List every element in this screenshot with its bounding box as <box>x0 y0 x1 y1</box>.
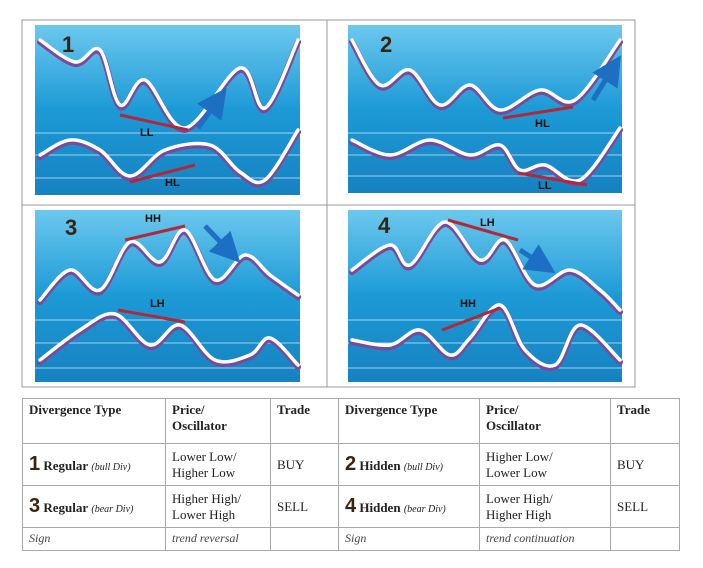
cell-text: Lower High/ <box>486 490 553 506</box>
panel-number: 3 <box>65 215 77 240</box>
type-cell: 3 Regular (bear Div) <box>22 485 166 528</box>
cell <box>270 527 339 551</box>
cell-text: Higher High <box>486 506 552 522</box>
type-note: (bear Div) <box>403 504 446 515</box>
type-name: Regular <box>43 500 89 515</box>
trade-cell: SELL <box>610 485 680 528</box>
panel-number: 2 <box>380 32 392 57</box>
wave-curve <box>350 126 622 183</box>
panel-number: 1 <box>62 32 74 57</box>
cell-text: Higher Low <box>172 464 236 480</box>
cell: Higher High/Lower High <box>165 485 271 528</box>
cell-text: Higher Low/ <box>486 448 553 464</box>
type-number: 4 <box>345 495 357 517</box>
oscillator-label: LL <box>538 180 552 192</box>
panel <box>348 210 622 382</box>
cell <box>610 527 680 551</box>
row: 1 Regular (bull Div) Lower Low/Higher Lo… <box>22 443 680 486</box>
wave-curve <box>38 128 300 185</box>
wave-curve <box>350 38 622 112</box>
row: 3 Regular (bear Div) Higher High/Lower H… <box>22 485 680 528</box>
wave-curve <box>38 311 300 367</box>
cell: Lower High/Higher High <box>479 485 611 528</box>
sign-row: Sign trend reversal Sign trend continuat… <box>22 527 680 551</box>
type-name: Hidden <box>359 458 401 473</box>
type-number: 1 <box>29 453 41 475</box>
type-cell: 1 Regular (bull Div) <box>22 443 166 486</box>
cell-text: Higher High/ <box>172 490 241 506</box>
header-text: Price/ <box>486 402 519 417</box>
cell-text: Lower Low <box>486 464 548 480</box>
type-cell: 4 Hidden (bear Div) <box>338 485 480 528</box>
type-name: Regular <box>43 458 89 473</box>
header-text: Oscillator <box>172 418 227 433</box>
header-cell: Divergence Type <box>22 398 166 444</box>
cell-text: Lower Low/ <box>172 448 237 464</box>
trade-cell: BUY <box>610 443 680 486</box>
price-label: LH <box>480 217 495 229</box>
oscillator-label: HH <box>460 298 476 310</box>
cell: Higher Low/Lower Low <box>479 443 611 486</box>
header-cell: Trade <box>270 398 339 444</box>
panel <box>348 25 622 193</box>
header-text: Oscillator <box>486 418 541 433</box>
header-cell: Price/Oscillator <box>479 398 611 444</box>
price-label: HH <box>145 213 161 225</box>
trade-cell: SELL <box>270 485 339 528</box>
frame <box>326 204 636 388</box>
type-note: (bull Div) <box>91 462 131 473</box>
cell: Sign <box>22 527 166 551</box>
panel-number: 4 <box>378 213 391 238</box>
oscillator-label: LH <box>150 298 165 310</box>
cell: Sign <box>338 527 480 551</box>
divergence-lines <box>117 105 588 332</box>
price-label: LL <box>140 127 154 139</box>
price-label: HL <box>535 118 550 130</box>
type-cell: 2 Hidden (bull Div) <box>338 443 480 486</box>
type-note: (bear Div) <box>91 504 134 515</box>
wave-curve <box>350 220 622 312</box>
type-name: Hidden <box>359 500 401 515</box>
wave-curve <box>38 38 300 130</box>
wave-curve <box>38 228 300 302</box>
header-row: Divergence Type Price/Oscillator Trade D… <box>22 398 680 444</box>
type-number: 3 <box>29 495 41 517</box>
type-note: (bull Div) <box>403 462 443 473</box>
header-text: Price/ <box>172 402 205 417</box>
cell: Lower Low/Higher Low <box>165 443 271 486</box>
header-cell: Trade <box>610 398 680 444</box>
figure: 1 2 3 4 LL HL HL LL HH LH LH HH <box>21 19 636 388</box>
header-cell: Price/Oscillator <box>165 398 271 444</box>
trade-cell: BUY <box>270 443 339 486</box>
cell-text: Lower High <box>172 506 236 522</box>
cell: trend continuation <box>479 527 611 551</box>
wave-curve <box>350 303 622 368</box>
divergence-table: Divergence Type Price/Oscillator Trade D… <box>22 398 680 551</box>
oscillator-label: HL <box>165 177 180 189</box>
cell: trend reversal <box>165 527 271 551</box>
header-cell: Divergence Type <box>338 398 480 444</box>
wave-curve <box>37 129 301 188</box>
type-number: 2 <box>345 453 357 475</box>
arrows <box>195 55 621 274</box>
